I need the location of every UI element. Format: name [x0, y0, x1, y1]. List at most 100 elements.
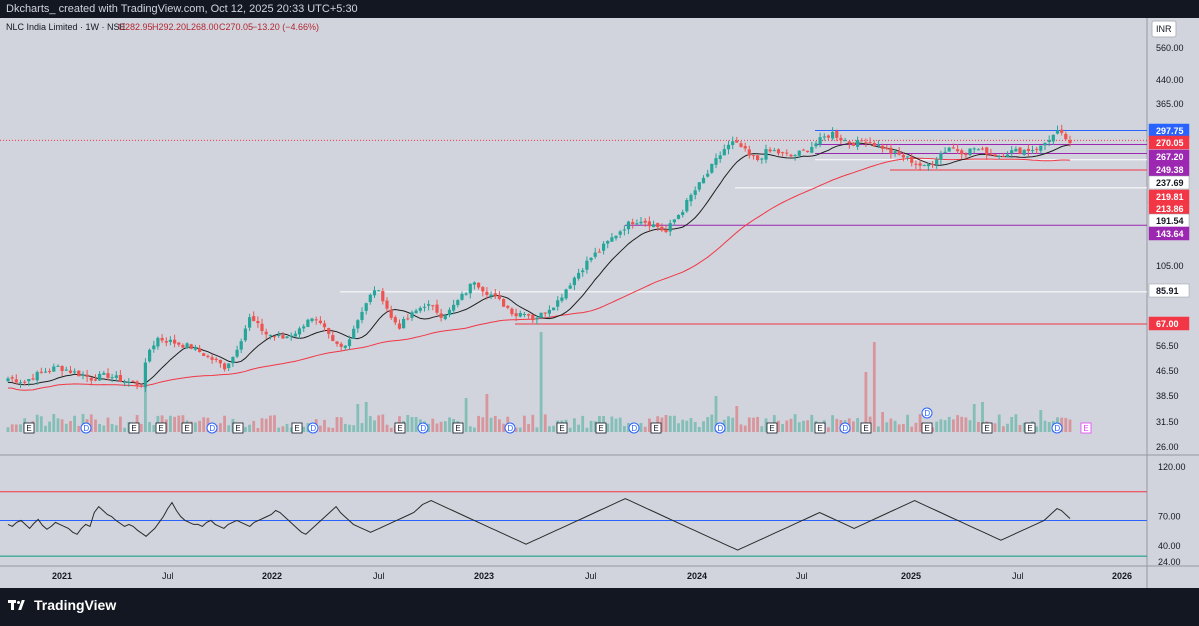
- candle-body: [1022, 149, 1026, 155]
- price-tick-label: 105.00: [1156, 261, 1184, 271]
- volume-bar: [302, 426, 306, 432]
- candle-body: [318, 320, 322, 323]
- volume-bar: [273, 415, 276, 432]
- candle-body: [372, 290, 377, 296]
- candle-body: [872, 143, 876, 147]
- candle-body: [297, 328, 302, 335]
- volume-bar: [1039, 410, 1043, 432]
- candle-body: [410, 312, 414, 318]
- volume-bar: [119, 416, 122, 432]
- volume-bar: [785, 420, 789, 432]
- volume-bar: [706, 417, 710, 432]
- dividend-marker: [1051, 422, 1063, 434]
- candle-body: [697, 182, 701, 190]
- volume-bar: [498, 419, 501, 432]
- legend-low: L268.00: [186, 22, 219, 32]
- volume-bar: [435, 423, 439, 432]
- volume-bar: [431, 418, 435, 432]
- volume-bar: [889, 418, 893, 432]
- candle-body: [968, 148, 972, 155]
- candle-body: [177, 342, 181, 345]
- candle-body: [718, 155, 722, 159]
- candle-body: [1051, 134, 1055, 142]
- time-tick-label: 2025: [901, 571, 921, 581]
- candle-body: [1039, 145, 1043, 151]
- candle-body: [980, 148, 985, 150]
- earnings-marker-label: E: [1083, 424, 1088, 433]
- candle-body: [468, 283, 472, 294]
- volume-bar: [1002, 426, 1005, 432]
- candle-body: [14, 379, 18, 383]
- candle-body: [1001, 155, 1005, 157]
- candle-body: [60, 366, 64, 371]
- candle-body: [751, 155, 756, 157]
- candle-body: [264, 331, 268, 335]
- candle-body: [739, 143, 743, 147]
- rsi-line: [7, 498, 1071, 551]
- volume-bar: [219, 423, 222, 432]
- candle-body: [785, 152, 789, 154]
- candle-body: [452, 304, 456, 311]
- volume-bar: [872, 342, 876, 432]
- dividend-marker-label: D: [842, 424, 848, 433]
- candle-body: [418, 307, 422, 311]
- volume-bar: [1060, 417, 1064, 432]
- price-label-text: 143.64: [1156, 229, 1184, 239]
- volume-bar: [764, 418, 768, 432]
- volume-bar: [810, 414, 814, 432]
- price-axis[interactable]: 560.00 440.00 365.00 105.00 56.50 46.50 38.50 3…: [1148, 43, 1190, 567]
- volume-bar: [152, 425, 156, 432]
- volume-bar: [856, 418, 859, 432]
- legend-open: O282.95: [118, 22, 153, 32]
- candle-body: [810, 147, 814, 153]
- earnings-marker: [155, 422, 167, 434]
- candle-body: [156, 337, 160, 347]
- candle-body: [460, 294, 464, 300]
- dividend-marker-label: D: [507, 424, 513, 433]
- volume-bar: [244, 427, 247, 432]
- volume-bar: [523, 415, 526, 432]
- candle-body: [352, 328, 356, 339]
- earnings-marker-upcoming: [1080, 422, 1092, 434]
- volume-bar: [614, 418, 618, 432]
- volume-bar: [327, 427, 331, 432]
- candle-body: [243, 328, 247, 341]
- candle-body: [614, 235, 618, 239]
- volume-bar: [335, 417, 339, 432]
- candle-body: [210, 357, 214, 360]
- candle-body: [310, 318, 314, 321]
- ma-short-line: [7, 142, 1071, 386]
- price-label-badge: [1148, 226, 1190, 241]
- price-tick-label: 365.00: [1156, 99, 1184, 109]
- candle-body: [826, 135, 830, 138]
- candle-body: [801, 149, 806, 151]
- currency-badge[interactable]: [1151, 20, 1177, 38]
- volume-bar: [323, 419, 326, 432]
- time-tick-label: Jul: [162, 571, 174, 581]
- candle-body: [56, 365, 60, 367]
- candle-body: [668, 223, 672, 232]
- currency-label: INR: [1156, 24, 1172, 34]
- candle-body: [493, 293, 497, 296]
- candle-body: [860, 140, 864, 142]
- candle-body: [1043, 142, 1047, 146]
- candle-body: [393, 317, 397, 323]
- candle-body: [443, 315, 447, 320]
- time-axis[interactable]: 2021 Jul 2022 Jul 2023 Jul 2024 Jul 2025 Jul 2026: [52, 571, 1132, 581]
- candle-body: [322, 323, 327, 328]
- volume-bar: [343, 423, 347, 432]
- time-tick-label: 2026: [1112, 571, 1132, 581]
- candle-body: [701, 177, 706, 184]
- tradingview-logo[interactable]: TradingView: [8, 597, 116, 613]
- candle-body: [402, 319, 406, 329]
- chart-canvas[interactable]: E D E E E D E E D E D E D E E D E D E E D E E E E DDE 560.00440.0…: [0, 18, 1199, 588]
- earnings-marker: [232, 422, 244, 434]
- volume-bar: [69, 421, 72, 432]
- rsi-tick-label: 120.00: [1158, 462, 1186, 472]
- candle-body: [956, 149, 960, 152]
- legend-change: −13.20 (−4.66%): [252, 22, 319, 32]
- volume-bar: [177, 415, 181, 432]
- volume-bar: [685, 420, 689, 432]
- volume-bar: [573, 418, 576, 432]
